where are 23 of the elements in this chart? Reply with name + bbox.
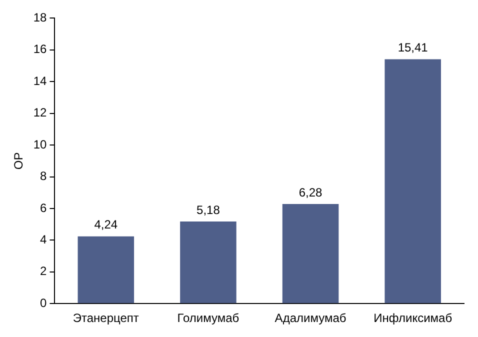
data-label: 15,41 — [398, 40, 428, 55]
y-tick-label: 4 — [40, 232, 48, 246]
y-tick-label: 2 — [40, 264, 48, 278]
bar — [78, 236, 134, 304]
y-tick-label: 18 — [33, 10, 48, 25]
data-label: 5,18 — [196, 202, 220, 217]
data-label: 6,28 — [298, 185, 323, 200]
y-tick-label: 10 — [33, 137, 48, 152]
data-label: 4,24 — [94, 218, 118, 232]
bar — [180, 221, 236, 304]
y-tick-label: 12 — [33, 106, 48, 120]
y-tick-label: 0 — [40, 296, 48, 310]
y-tick-label: 16 — [33, 42, 48, 56]
x-tick-label: Адалимумаб — [274, 311, 346, 326]
x-tick-label: Голимумаб — [177, 311, 240, 326]
bar — [384, 59, 441, 304]
y-tick-label: 14 — [33, 74, 48, 88]
x-tick-label: Инфликсимаб — [374, 311, 452, 326]
bar — [282, 204, 339, 304]
y-tick-label: 8 — [40, 169, 48, 184]
y-axis-title: ОР — [12, 152, 26, 170]
x-tick-label: Этанерцепт — [72, 311, 140, 326]
y-tick-label: 6 — [40, 200, 48, 215]
